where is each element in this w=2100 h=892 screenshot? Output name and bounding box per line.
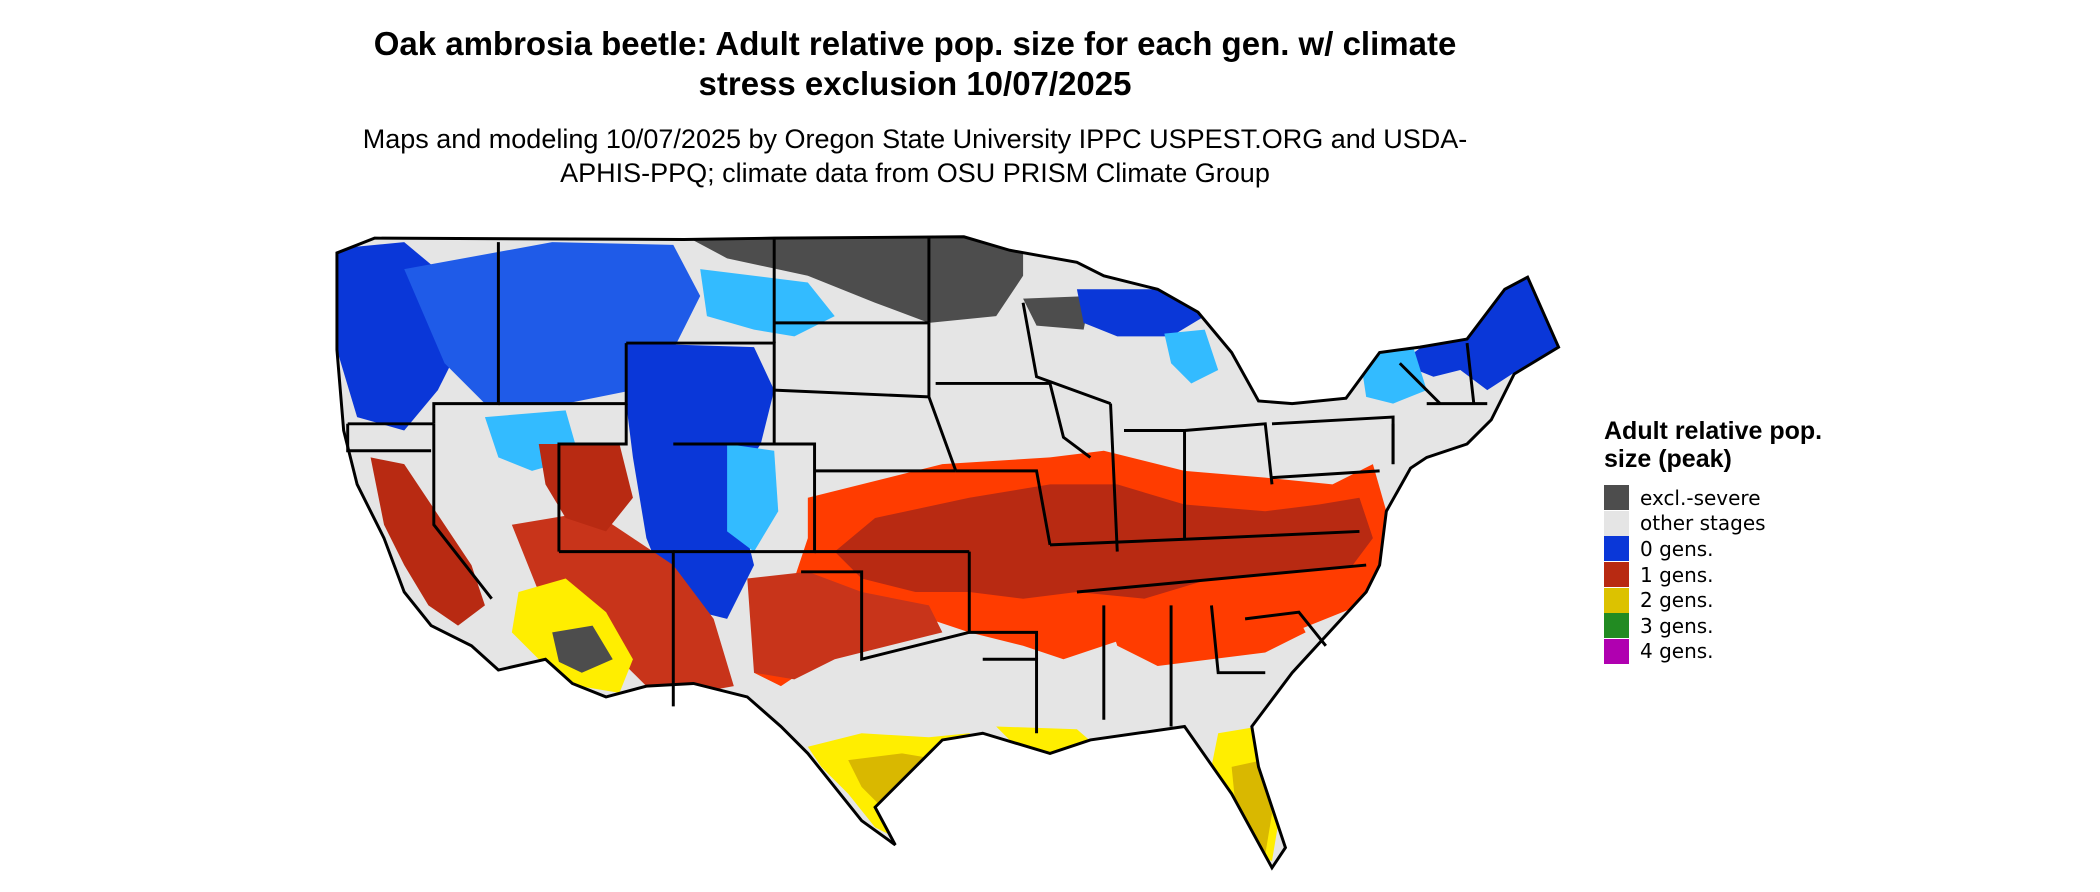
legend-swatch <box>1604 536 1629 562</box>
legend-item: other stages <box>1604 510 1864 537</box>
zero-gens-light-michigan <box>1164 329 1219 384</box>
legend-label: 0 gens. <box>1640 536 1714 561</box>
zero-gens-light-colorado <box>727 443 779 552</box>
legend-swatch <box>1604 638 1629 664</box>
legend-swatch <box>1604 562 1629 588</box>
legend-swatch <box>1604 510 1629 536</box>
legend-items: excl.-severe other stages 0 gens. 1 gens. 2 … <box>1604 485 1864 664</box>
legend-swatch <box>1604 485 1629 511</box>
zero-gens-wyoming-colorado <box>626 343 775 619</box>
title-block: Oak ambrosia beetle: Adult relative pop.… <box>340 24 1490 190</box>
legend-label: 4 gens. <box>1640 639 1714 664</box>
excluded-region-north-plains <box>686 236 1024 323</box>
zero-gens-great-lakes <box>1076 289 1205 337</box>
legend-item: 3 gens. <box>1604 613 1864 639</box>
legend-swatch <box>1604 613 1629 639</box>
zero-gens-light-new-york <box>1359 347 1427 404</box>
legend-label: 3 gens. <box>1640 613 1714 638</box>
zero-gens-new-england <box>1399 275 1559 391</box>
legend-item: 1 gens. <box>1604 562 1864 588</box>
legend-item: 0 gens. <box>1604 536 1864 562</box>
map-subtitle: Maps and modeling 10/07/2025 by Oregon S… <box>362 124 1468 188</box>
two-gens-florida-dark <box>1231 760 1272 855</box>
legend-item: 2 gens. <box>1604 587 1864 613</box>
zero-gens-light-montana <box>700 269 835 337</box>
legend: Adult relative pop. size (peak) excl.-se… <box>1604 417 1864 664</box>
legend-title: Adult relative pop. size (peak) <box>1604 417 1823 473</box>
legend-label: 1 gens. <box>1640 562 1714 587</box>
one-gen-california-valley <box>370 457 485 626</box>
legend-item: excl.-severe <box>1604 485 1864 511</box>
excluded-region-arizona <box>552 625 613 673</box>
legend-label: 2 gens. <box>1640 588 1714 613</box>
one-gen-texas <box>747 571 943 680</box>
legend-item: 4 gens. <box>1604 638 1864 665</box>
map-title: Oak ambrosia beetle: Adult relative pop.… <box>373 25 1457 102</box>
state-borders <box>335 235 1561 870</box>
legend-swatch <box>1604 587 1629 613</box>
legend-label: other stages <box>1640 511 1766 536</box>
one-gen-great-basin <box>538 443 633 532</box>
one-gen-southwest <box>511 511 734 700</box>
legend-label: excl.-severe <box>1640 485 1761 510</box>
one-gen-deep-south <box>1103 598 1306 666</box>
excluded-region-upper-peninsula <box>1023 295 1091 330</box>
